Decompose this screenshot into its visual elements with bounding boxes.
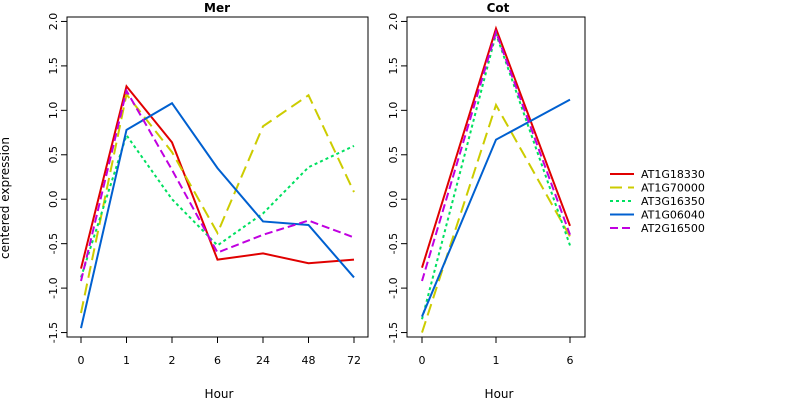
- x-tick-label: 0: [78, 354, 85, 367]
- series-line-at3g16350: [80, 133, 355, 278]
- x-tick-label: 72: [347, 354, 361, 367]
- y-ticks-mer: -1.5 -1.0 -0.5 0.0 0.5 1.0 1.5 2.0: [47, 13, 67, 343]
- series-line-at2g16500: [421, 28, 571, 282]
- x-axis-label-cot: Hour: [485, 387, 514, 400]
- x-tick-label: 48: [302, 354, 316, 367]
- y-tick-label: 0.5: [47, 146, 60, 164]
- series-line-at1g18330: [421, 25, 571, 268]
- series-line-at1g18330: [80, 84, 355, 269]
- y-tick-label: 1.0: [387, 102, 400, 120]
- legend-label: AT1G70000: [641, 182, 705, 195]
- y-tick-label: 0.0: [387, 190, 400, 208]
- x-axis-label-mer: Hour: [205, 387, 234, 400]
- legend-label: AT1G18330: [641, 168, 705, 181]
- series-lines-mer: [80, 84, 355, 329]
- x-tick-label: 6: [567, 354, 574, 367]
- panel-title-mer: Mer: [204, 1, 230, 15]
- y-tick-label: 2.0: [387, 13, 400, 31]
- series-lines-cot: [421, 25, 571, 333]
- y-tick-label: -0.5: [47, 233, 60, 254]
- legend: AT1G18330AT1G70000AT3G16350AT1G06040AT2G…: [610, 168, 705, 235]
- y-ticks-cot: -1.5 -1.0 -0.5 0.0 0.5 1.0 1.5 2.0: [387, 13, 407, 343]
- legend-label: AT3G16350: [641, 195, 705, 208]
- panel-cot: Cot Hour -1.5 -1.0 -0.5 0.0 0.5 1.0 1.5 2.0 0 1 6: [387, 1, 586, 401]
- x-tick-label: 2: [169, 354, 176, 367]
- series-line-at1g70000: [80, 92, 355, 314]
- y-tick-label: 0.0: [47, 190, 60, 208]
- legend-label: AT2G16500: [641, 222, 705, 235]
- x-tick-label: 24: [256, 354, 270, 367]
- panel-title-cot: Cot: [487, 1, 510, 15]
- x-tick-label: 0: [419, 354, 426, 367]
- y-tick-label: -1.5: [387, 322, 400, 343]
- series-line-at1g06040: [421, 98, 571, 317]
- x-ticks-cot: 0 1 6: [419, 337, 574, 367]
- y-tick-label: -1.0: [387, 277, 400, 298]
- x-ticks-mer: 0 1 2 6 24 48 72: [78, 337, 361, 367]
- series-line-at1g06040: [80, 101, 355, 329]
- series-line-at2g16500: [80, 88, 355, 282]
- y-tick-label: 1.0: [47, 102, 60, 120]
- panel-mer: Mer Hour centered expression -1.5 -1.0 -0.…: [0, 1, 369, 401]
- x-tick-label: 1: [493, 354, 500, 367]
- y-tick-label: 1.5: [387, 57, 400, 75]
- y-tick-label: -1.5: [47, 322, 60, 343]
- y-tick-label: -1.0: [47, 277, 60, 298]
- y-tick-label: 0.5: [387, 146, 400, 164]
- x-tick-label: 1: [123, 354, 130, 367]
- plot-frame-mer: [66, 16, 369, 338]
- y-tick-label: 2.0: [47, 13, 60, 31]
- y-tick-label: 1.5: [47, 57, 60, 75]
- y-axis-label: centered expression: [0, 137, 12, 259]
- x-tick-label: 6: [214, 354, 221, 367]
- y-tick-label: -0.5: [387, 233, 400, 254]
- legend-label: AT1G06040: [641, 209, 705, 222]
